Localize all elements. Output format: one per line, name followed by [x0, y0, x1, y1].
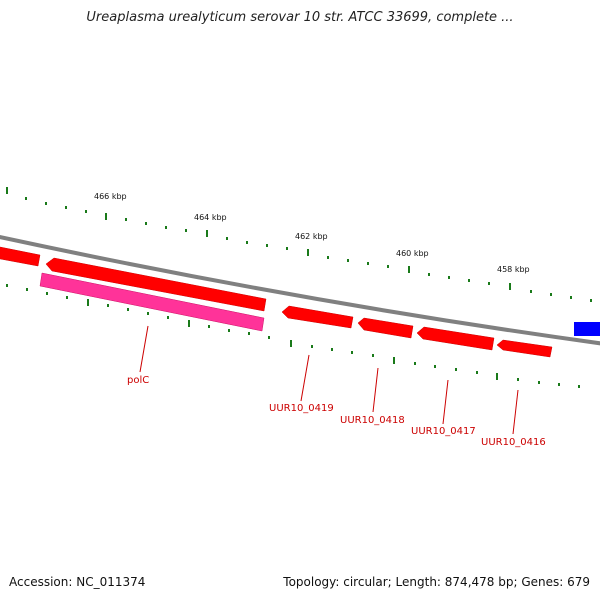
tick-mark — [428, 273, 430, 276]
tick-mark — [147, 312, 149, 315]
tick-mark — [246, 241, 248, 244]
gene-label: UUR10_0419 — [269, 403, 334, 414]
topology-text: Topology: circular; Length: 874,478 bp; … — [283, 575, 590, 589]
tick-mark — [311, 345, 313, 348]
tick-mark — [266, 244, 268, 247]
tick-mark — [107, 304, 109, 307]
tick-mark — [208, 325, 210, 328]
tick-mark — [46, 292, 48, 295]
tick-mark — [550, 293, 552, 296]
tick-mark — [590, 299, 592, 302]
tick-mark — [517, 378, 519, 381]
tick-label: 462 kbp — [295, 232, 328, 241]
map-title: Ureaplasma urealyticum serovar 10 str. A… — [86, 10, 514, 25]
tick-mark — [286, 247, 288, 250]
tick-mark — [509, 283, 511, 290]
tick-mark — [165, 226, 167, 229]
tick-mark — [145, 222, 147, 225]
tick-mark — [578, 385, 580, 388]
tick-label: 464 kbp — [194, 213, 227, 222]
tick-mark — [351, 351, 353, 354]
label-connectors — [139, 325, 519, 435]
connector-line — [442, 379, 449, 425]
accession-text: Accession: NC_011374 — [9, 575, 146, 589]
upper-tick-track — [6, 187, 592, 302]
gene-label-polc: polC — [127, 375, 149, 386]
tick-mark — [206, 230, 208, 237]
tick-mark — [248, 332, 250, 335]
tick-label: 466 kbp — [94, 192, 127, 201]
connector-line — [300, 354, 310, 402]
gene-label: UUR10_0417 — [411, 426, 476, 437]
tick-mark — [25, 197, 27, 200]
tick-mark — [226, 237, 228, 240]
gene-arrow[interactable] — [45, 257, 267, 312]
genome-backbone — [0, 235, 600, 346]
tick-mark — [6, 284, 8, 287]
connector-line — [512, 389, 519, 435]
tick-mark — [290, 340, 292, 347]
tick-mark — [530, 290, 532, 293]
tick-mark — [468, 279, 470, 282]
tick-label: 458 kbp — [497, 265, 530, 274]
tick-mark — [387, 265, 389, 268]
tick-mark — [26, 288, 28, 291]
tick-mark — [434, 365, 436, 368]
tick-mark — [347, 259, 349, 262]
tick-mark — [85, 210, 87, 213]
gene-arrow[interactable] — [281, 305, 354, 329]
tick-mark — [327, 256, 329, 259]
tick-mark — [331, 348, 333, 351]
gene-arrow-polc[interactable] — [39, 272, 265, 332]
tick-mark — [87, 299, 89, 306]
tick-mark — [228, 329, 230, 332]
gene-label: UUR10_0416 — [481, 437, 546, 448]
tick-label: 460 kbp — [396, 249, 429, 258]
tick-mark — [268, 336, 270, 339]
tick-mark — [372, 354, 374, 357]
tick-mark — [6, 187, 8, 194]
tick-mark — [455, 368, 457, 371]
tick-mark — [408, 266, 410, 273]
upper-gene-track — [0, 246, 600, 358]
tick-mark — [414, 362, 416, 365]
tick-mark — [393, 357, 395, 364]
tick-mark — [66, 296, 68, 299]
tick-mark — [570, 296, 572, 299]
tick-mark — [558, 383, 560, 386]
gene-label: UUR10_0418 — [340, 415, 405, 426]
tick-mark — [488, 282, 490, 285]
tick-mark — [185, 229, 187, 232]
connector-line — [139, 325, 149, 373]
tick-mark — [188, 320, 190, 327]
tick-mark — [307, 249, 309, 256]
lower-tick-track — [6, 284, 580, 388]
tick-mark — [105, 213, 107, 220]
gene-arrow[interactable] — [416, 326, 495, 351]
gene-arrow[interactable] — [0, 246, 41, 267]
gene-arrow[interactable] — [357, 317, 414, 339]
gene-block-blue[interactable] — [574, 322, 600, 336]
tick-mark — [476, 371, 478, 374]
tick-mark — [367, 262, 369, 265]
tick-mark — [45, 202, 47, 205]
tick-mark — [127, 308, 129, 311]
tick-mark — [538, 381, 540, 384]
gene-arrow[interactable] — [496, 339, 553, 358]
tick-mark — [496, 373, 498, 380]
tick-mark — [448, 276, 450, 279]
tick-mark — [65, 206, 67, 209]
tick-mark — [167, 316, 169, 319]
tick-mark — [125, 218, 127, 221]
connector-line — [372, 367, 379, 413]
